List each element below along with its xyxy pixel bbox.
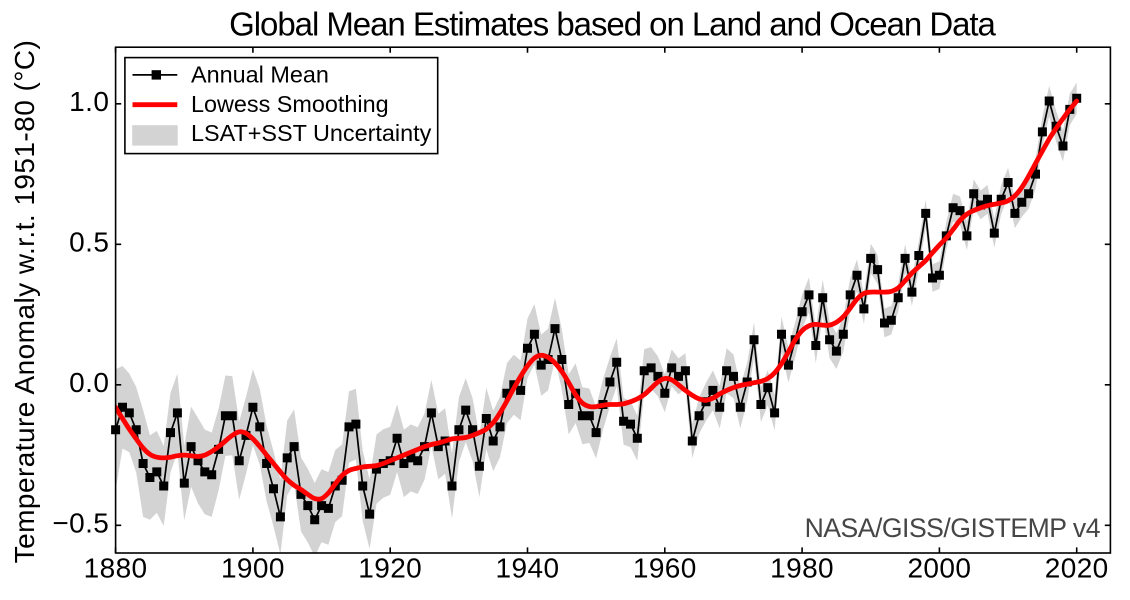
svg-text:1900: 1900 — [221, 552, 285, 583]
svg-text:0.5: 0.5 — [69, 226, 109, 257]
svg-text:−0.5: −0.5 — [52, 507, 109, 538]
svg-text:0.0: 0.0 — [69, 367, 109, 398]
svg-text:Annual Mean: Annual Mean — [191, 61, 329, 87]
svg-text:1.0: 1.0 — [69, 86, 109, 117]
svg-text:2020: 2020 — [1045, 552, 1109, 583]
svg-text:1920: 1920 — [358, 552, 422, 583]
svg-text:1980: 1980 — [770, 552, 834, 583]
svg-text:Temperature Anomaly w.r.t. 195: Temperature Anomaly w.r.t. 1951-80 (°C) — [9, 40, 40, 564]
svg-text:Lowess Smoothing: Lowess Smoothing — [191, 91, 389, 117]
svg-text:Global Mean Estimates based on: Global Mean Estimates based on Land and … — [229, 6, 996, 43]
svg-text:1940: 1940 — [496, 552, 560, 583]
svg-text:1880: 1880 — [84, 552, 148, 583]
svg-text:2000: 2000 — [907, 552, 971, 583]
svg-text:1960: 1960 — [633, 552, 697, 583]
svg-text:NASA/GISS/GISTEMP v4: NASA/GISS/GISTEMP v4 — [805, 513, 1101, 543]
svg-text:LSAT+SST Uncertainty: LSAT+SST Uncertainty — [191, 120, 432, 146]
